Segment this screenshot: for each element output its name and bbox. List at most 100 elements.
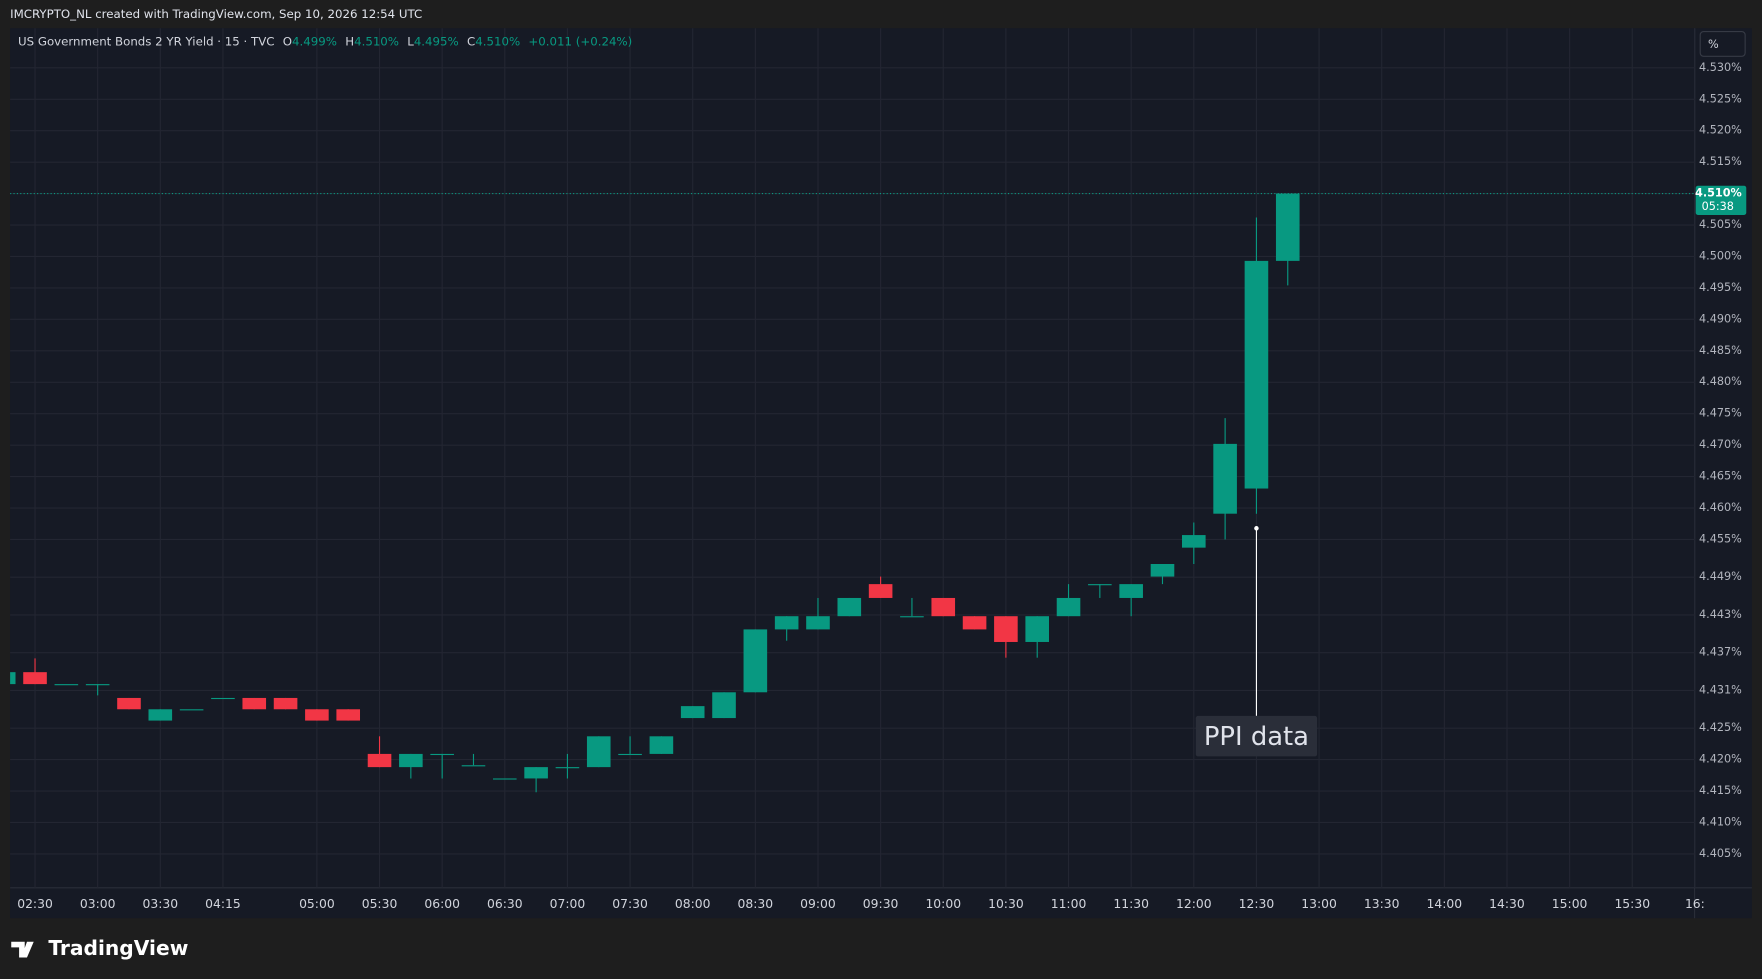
x-tick-label: 11:00: [1051, 897, 1087, 911]
unit-button[interactable]: [1699, 31, 1746, 57]
c-value: 4.510%: [475, 34, 520, 48]
x-tick-label: 16:: [1685, 897, 1705, 911]
candle-body: [1244, 260, 1269, 489]
candle-body: [493, 778, 517, 780]
legend: US Government Bonds 2 YR Yield · 15 · TV…: [18, 34, 632, 48]
y-tick-label: 4.465%: [1699, 470, 1742, 483]
candle-body: [23, 672, 47, 685]
x-tick-label: 09:30: [863, 897, 899, 911]
x-tick-label: 13:30: [1364, 897, 1400, 911]
x-tick-label: 15:00: [1552, 897, 1588, 911]
candle-body: [242, 697, 267, 710]
y-tick-label: 4.410%: [1699, 815, 1742, 828]
x-tick-label: 11:30: [1113, 897, 1149, 911]
credit: IMCRYPTO_NL created with TradingView.com…: [10, 7, 422, 21]
candle-body: [117, 697, 141, 710]
candle-body: [461, 765, 486, 767]
x-tick-label: 06:00: [424, 897, 460, 911]
candle-body: [85, 684, 110, 686]
candle-body: [837, 597, 862, 617]
last-price-tag: [1695, 185, 1747, 215]
candle-body: [524, 767, 548, 779]
candle-body: [680, 706, 705, 719]
y-tick-label: 4.485%: [1699, 344, 1742, 357]
candle-body: [273, 697, 298, 710]
x-tick-label: 09:00: [800, 897, 836, 911]
candle-body: [179, 709, 204, 711]
y-tick-label: 4.500%: [1699, 249, 1742, 262]
candle-body: [1275, 193, 1300, 261]
candle-body: [1119, 584, 1143, 598]
candle-body: [430, 753, 454, 756]
x-tick-label: 03:00: [80, 897, 116, 911]
y-tick-label: 4.420%: [1699, 753, 1742, 766]
y-tick-label: 4.431%: [1699, 683, 1742, 696]
y-tick-label: 4.505%: [1699, 218, 1742, 231]
candle-body: [1213, 443, 1237, 514]
y-tick-label: 4.437%: [1699, 646, 1742, 659]
y-tick-label: 4.425%: [1699, 721, 1742, 734]
candle-body: [367, 753, 392, 768]
x-tick-label: 08:00: [675, 897, 711, 911]
c-label: C: [467, 34, 475, 48]
x-tick-label: 14:30: [1489, 897, 1525, 911]
candle-body: [712, 692, 736, 719]
candle-body: [586, 736, 611, 768]
candle-body: [868, 584, 893, 598]
y-tick-label: 4.470%: [1699, 438, 1742, 451]
candle-body: [900, 616, 924, 618]
x-tick-label: 07:30: [612, 897, 648, 911]
change: +0.011 (+0.24%): [528, 34, 632, 48]
candle-body: [806, 616, 830, 630]
y-tick-label: 4.525%: [1699, 92, 1742, 105]
x-tick-label: 12:00: [1176, 897, 1212, 911]
h-value: 4.510%: [354, 34, 399, 48]
logo: TradingView: [11, 936, 188, 960]
o-value: 4.499%: [292, 34, 337, 48]
x-tick-label: 08:30: [738, 897, 774, 911]
y-tick-label: 4.405%: [1699, 847, 1742, 860]
y-tick-label: 4.530%: [1699, 61, 1742, 74]
annotation-box: [1195, 715, 1318, 757]
x-tick-label: 07:00: [550, 897, 586, 911]
x-tick-label: 14:00: [1427, 897, 1463, 911]
logo-text: TradingView: [48, 936, 188, 960]
candle-body: [994, 616, 1018, 642]
x-tick-label: 10:00: [925, 897, 961, 911]
y-tick-label: 4.415%: [1699, 784, 1742, 797]
annotation-dot: [1254, 526, 1259, 531]
candle-body: [931, 597, 956, 617]
candle-body: [305, 709, 329, 721]
last-price-label: 4.510%: [1695, 187, 1742, 200]
o-label: O: [283, 34, 292, 48]
candle-body: [649, 736, 674, 754]
y-tick-label: 4.515%: [1699, 155, 1742, 168]
x-tick-label: 04:15: [205, 897, 241, 911]
candle-body: [399, 753, 423, 768]
candle-body: [1025, 616, 1050, 642]
candle-body: [211, 697, 235, 700]
y-tick-label: 4.475%: [1699, 407, 1742, 420]
candle-body: [10, 672, 16, 685]
plot: [10, 193, 1695, 793]
candle-body: [336, 709, 361, 721]
y-tick-label: 4.480%: [1699, 375, 1742, 388]
x-tick-label: 05:00: [299, 897, 335, 911]
x-tick-label: 05:30: [362, 897, 398, 911]
y-tick-label: 4.495%: [1699, 281, 1742, 294]
symbol: US Government Bonds 2 YR Yield · 15 · TV…: [18, 34, 275, 48]
candle-body: [1150, 563, 1175, 577]
y-tick-label: 4.520%: [1699, 124, 1742, 137]
candle-body: [743, 629, 768, 693]
candle-body: [148, 709, 173, 721]
candle-body: [962, 616, 987, 630]
x-tick-label: 12:30: [1239, 897, 1275, 911]
l-label: L: [407, 34, 414, 48]
candle-body: [1056, 597, 1081, 617]
x-tick-label: 03:30: [142, 897, 178, 911]
axes: 4.530% 4.525% 4.520% 4.515% 4.510% 4.505% 4.50…: [17, 61, 1747, 911]
y-tick-label: 4.455%: [1699, 532, 1742, 545]
unit-button-label[interactable]: %: [1708, 38, 1719, 51]
x-tick-label: 15:30: [1614, 897, 1650, 911]
